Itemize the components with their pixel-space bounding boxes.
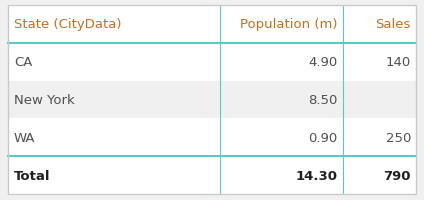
Text: Total: Total xyxy=(14,169,50,182)
Text: CA: CA xyxy=(14,56,32,69)
Text: Sales: Sales xyxy=(376,18,411,31)
Text: State (CityData): State (CityData) xyxy=(14,18,122,31)
Bar xyxy=(8,44,416,81)
Text: 250: 250 xyxy=(385,131,411,144)
Text: 8.50: 8.50 xyxy=(308,94,338,106)
Text: 790: 790 xyxy=(383,169,411,182)
Text: New York: New York xyxy=(14,94,75,106)
Bar xyxy=(8,6,416,44)
Text: 14.30: 14.30 xyxy=(296,169,338,182)
Text: 140: 140 xyxy=(386,56,411,69)
Bar xyxy=(8,119,416,156)
Bar xyxy=(8,81,416,119)
Text: WA: WA xyxy=(14,131,36,144)
Text: Population (m): Population (m) xyxy=(240,18,338,31)
Text: 0.90: 0.90 xyxy=(308,131,338,144)
Text: 4.90: 4.90 xyxy=(308,56,338,69)
Bar xyxy=(8,156,416,194)
